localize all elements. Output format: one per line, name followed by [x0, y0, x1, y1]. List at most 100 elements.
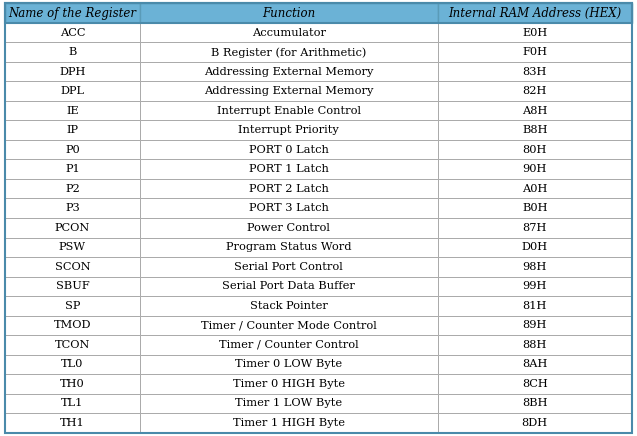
Text: B0H: B0H — [522, 203, 547, 213]
Text: 8DH: 8DH — [522, 418, 548, 428]
Text: Timer 0 HIGH Byte: Timer 0 HIGH Byte — [233, 379, 345, 389]
Text: 83H: 83H — [522, 67, 547, 77]
Text: P3: P3 — [65, 203, 80, 213]
Bar — [5, 238, 140, 257]
Text: 87H: 87H — [522, 223, 547, 233]
Text: TL0: TL0 — [61, 359, 83, 369]
Bar — [438, 316, 632, 335]
Text: TH1: TH1 — [60, 418, 85, 428]
Bar — [5, 374, 140, 394]
Text: 8CH: 8CH — [522, 379, 548, 389]
Text: PSW: PSW — [59, 242, 86, 252]
Text: 8BH: 8BH — [522, 398, 547, 408]
Bar — [140, 413, 438, 433]
Bar — [438, 140, 632, 160]
Bar — [5, 257, 140, 276]
Text: 98H: 98H — [522, 262, 547, 272]
Text: SP: SP — [65, 301, 80, 311]
Bar — [140, 160, 438, 179]
Bar — [438, 101, 632, 120]
Bar — [438, 374, 632, 394]
Text: 8AH: 8AH — [522, 359, 547, 369]
Text: B Register (for Arithmetic): B Register (for Arithmetic) — [211, 47, 366, 58]
Text: PORT 1 Latch: PORT 1 Latch — [249, 164, 329, 174]
Bar — [438, 413, 632, 433]
Bar — [438, 3, 632, 23]
Bar — [140, 120, 438, 140]
Text: IP: IP — [66, 125, 78, 135]
Text: Stack Pointer: Stack Pointer — [250, 301, 327, 311]
Bar — [140, 374, 438, 394]
Bar — [438, 394, 632, 413]
Text: A0H: A0H — [522, 184, 547, 194]
Text: PORT 2 Latch: PORT 2 Latch — [249, 184, 329, 194]
Text: Serial Port Data Buffer: Serial Port Data Buffer — [222, 281, 355, 291]
Text: 88H: 88H — [522, 340, 547, 350]
Text: 89H: 89H — [522, 320, 547, 330]
Bar — [438, 335, 632, 354]
Bar — [5, 120, 140, 140]
Bar — [5, 42, 140, 62]
Text: Addressing External Memory: Addressing External Memory — [204, 86, 373, 96]
Text: SCON: SCON — [55, 262, 90, 272]
Bar — [140, 354, 438, 374]
Bar — [140, 42, 438, 62]
Text: P2: P2 — [65, 184, 80, 194]
Text: SBUF: SBUF — [55, 281, 89, 291]
Text: PCON: PCON — [55, 223, 90, 233]
Bar — [5, 413, 140, 433]
Bar — [438, 179, 632, 198]
Text: 81H: 81H — [522, 301, 547, 311]
Text: A8H: A8H — [522, 106, 547, 116]
Bar — [5, 198, 140, 218]
Text: B8H: B8H — [522, 125, 547, 135]
Text: 99H: 99H — [522, 281, 547, 291]
Bar — [140, 23, 438, 42]
Bar — [438, 62, 632, 82]
Bar — [438, 218, 632, 238]
Bar — [140, 140, 438, 160]
Bar — [5, 179, 140, 198]
Bar — [140, 316, 438, 335]
Bar — [438, 82, 632, 101]
Bar — [140, 257, 438, 276]
Bar — [5, 62, 140, 82]
Bar — [5, 394, 140, 413]
Text: PORT 3 Latch: PORT 3 Latch — [249, 203, 329, 213]
Text: Program Status Word: Program Status Word — [226, 242, 352, 252]
Bar — [438, 42, 632, 62]
Text: Addressing External Memory: Addressing External Memory — [204, 67, 373, 77]
Bar — [438, 120, 632, 140]
Bar — [140, 3, 438, 23]
Bar — [140, 101, 438, 120]
Bar — [438, 198, 632, 218]
Bar — [438, 257, 632, 276]
Text: 90H: 90H — [522, 164, 547, 174]
Text: D0H: D0H — [522, 242, 548, 252]
Bar — [5, 316, 140, 335]
Bar — [5, 218, 140, 238]
Text: Timer / Counter Mode Control: Timer / Counter Mode Control — [201, 320, 376, 330]
Bar — [140, 276, 438, 296]
Bar — [140, 62, 438, 82]
Text: Accumulator: Accumulator — [252, 28, 326, 38]
Text: ACC: ACC — [60, 28, 85, 38]
Text: Internal RAM Address (HEX): Internal RAM Address (HEX) — [448, 7, 621, 20]
Bar — [5, 296, 140, 316]
Text: Interrupt Priority: Interrupt Priority — [238, 125, 339, 135]
Bar — [5, 23, 140, 42]
Bar — [5, 335, 140, 354]
Bar — [140, 238, 438, 257]
Text: TL1: TL1 — [61, 398, 83, 408]
Bar — [140, 296, 438, 316]
Bar — [140, 179, 438, 198]
Bar — [5, 3, 140, 23]
Text: TMOD: TMOD — [54, 320, 91, 330]
Bar — [438, 238, 632, 257]
Text: Timer 1 LOW Byte: Timer 1 LOW Byte — [235, 398, 342, 408]
Text: Power Control: Power Control — [247, 223, 330, 233]
Text: B: B — [68, 47, 76, 57]
Bar — [5, 276, 140, 296]
Text: 82H: 82H — [522, 86, 547, 96]
Bar — [140, 82, 438, 101]
